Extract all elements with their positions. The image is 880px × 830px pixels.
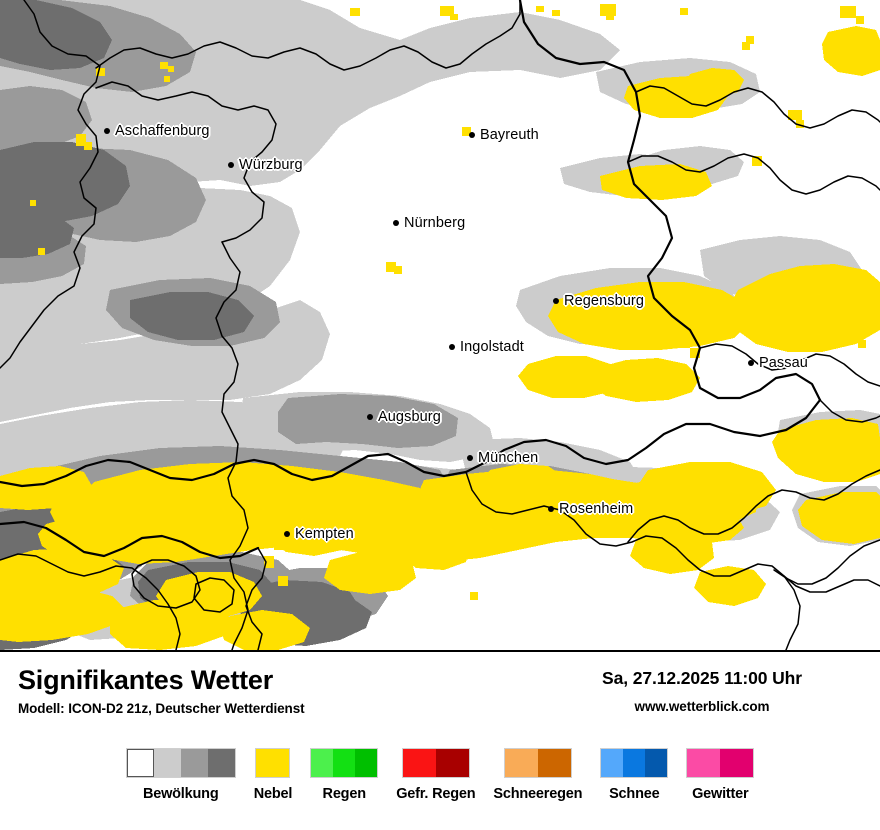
valid-time: Sa, 27.12.2025 11:00 Uhr (602, 668, 802, 688)
model-subtitle: Modell: ICON-D2 21z, Deutscher Wetterdie… (18, 701, 305, 717)
swatch-cell (153, 749, 181, 777)
swatch-cell (180, 749, 208, 777)
swatch-cell (623, 749, 646, 777)
thunderstorm-swatch (686, 748, 755, 778)
freezing-rain-swatch (401, 748, 470, 778)
title-block: Signifikantes Wetter Modell: ICON-D2 21z… (18, 665, 305, 717)
fog-layer (0, 4, 880, 650)
map-canvas[interactable] (0, 0, 880, 650)
swatch-cell (256, 749, 290, 777)
legend-item-regen: Regen (301, 748, 387, 802)
legend: Bewölkung Nebel Regen Gefr. Regen Schneerege… (0, 748, 880, 802)
legend-label: Schnee (609, 786, 660, 802)
legend-label: Nebel (253, 786, 293, 802)
legend-item-gefr-regen: Gefr. Regen (387, 748, 484, 802)
legend-label: Bewölkung (142, 786, 219, 802)
swatch-cell (601, 749, 624, 777)
legend-item-schnee: Schnee (591, 748, 677, 802)
rain-swatch (310, 748, 379, 778)
swatch-cell (333, 749, 356, 777)
swatch-cell (311, 749, 334, 777)
sleet-swatch (503, 748, 572, 778)
meta-block: Sa, 27.12.2025 11:00 Uhr www.wetterblick… (542, 668, 862, 714)
legend-label: Regen (322, 786, 367, 802)
legend-item-nebel: Nebel (245, 748, 302, 802)
legend-item-schneeregen: Schneeregen (484, 748, 591, 802)
swatch-cell (687, 749, 721, 777)
state-borders (0, 0, 880, 650)
swatch-cell (537, 749, 571, 777)
swatch-cell (402, 749, 436, 777)
page-title: Signifikantes Wetter (18, 665, 274, 695)
fog-swatch (255, 748, 291, 778)
swatch-cell (126, 749, 154, 777)
footer: Signifikantes Wetter Modell: ICON-D2 21z… (0, 652, 880, 830)
swatch-cell (207, 749, 235, 777)
legend-item-gewitter: Gewitter (677, 748, 763, 802)
legend-label: Gewitter (692, 786, 749, 802)
cloud-cover-swatch (125, 748, 236, 778)
swatch-cell (645, 749, 668, 777)
swatch-cell (720, 749, 754, 777)
swatch-cell (435, 749, 469, 777)
site-url[interactable]: www.wetterblick.com (634, 699, 770, 714)
weather-map[interactable]: Aschaffenburg Würzburg Bayreuth Nürnberg… (0, 0, 880, 652)
snow-swatch (600, 748, 669, 778)
legend-label: Schneeregen (493, 786, 583, 802)
legend-item-bew-lkung: Bewölkung (117, 748, 245, 802)
footer-header: Signifikantes Wetter Modell: ICON-D2 21z… (0, 652, 880, 728)
country-borders (0, 0, 822, 560)
legend-label: Gefr. Regen (396, 786, 476, 802)
swatch-cell (355, 749, 378, 777)
swatch-cell (504, 749, 538, 777)
